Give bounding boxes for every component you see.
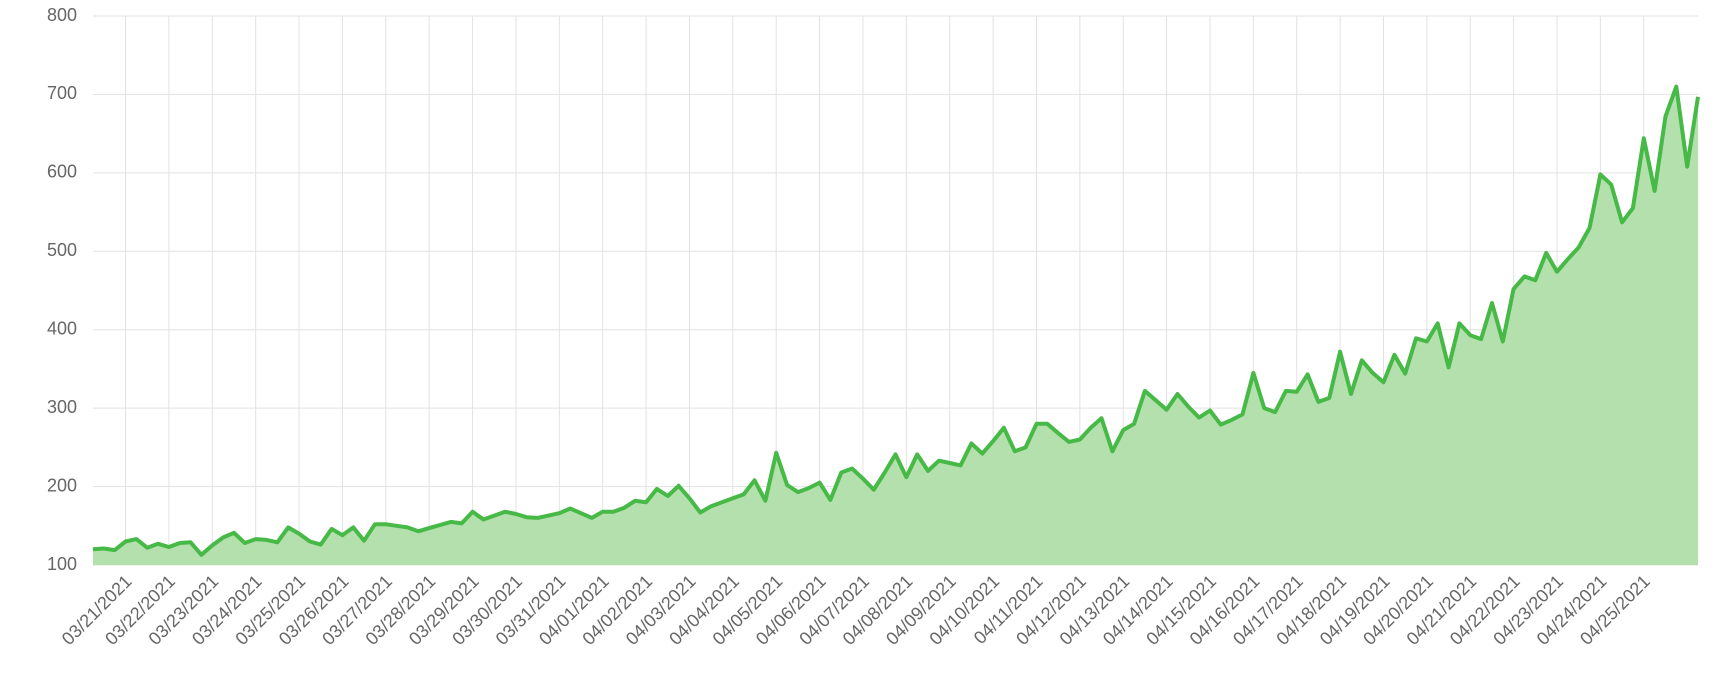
y-tick-label: 500 xyxy=(47,240,77,260)
y-tick-label: 800 xyxy=(47,5,77,25)
y-tick-label: 600 xyxy=(47,162,77,182)
y-tick-label: 300 xyxy=(47,397,77,417)
area-fill xyxy=(93,86,1698,565)
y-tick-label: 200 xyxy=(47,475,77,495)
line xyxy=(92,84,1700,557)
y-tick-label: 700 xyxy=(47,83,77,103)
y-tick-label: 400 xyxy=(47,318,77,338)
y-tick-label: 100 xyxy=(47,554,77,574)
